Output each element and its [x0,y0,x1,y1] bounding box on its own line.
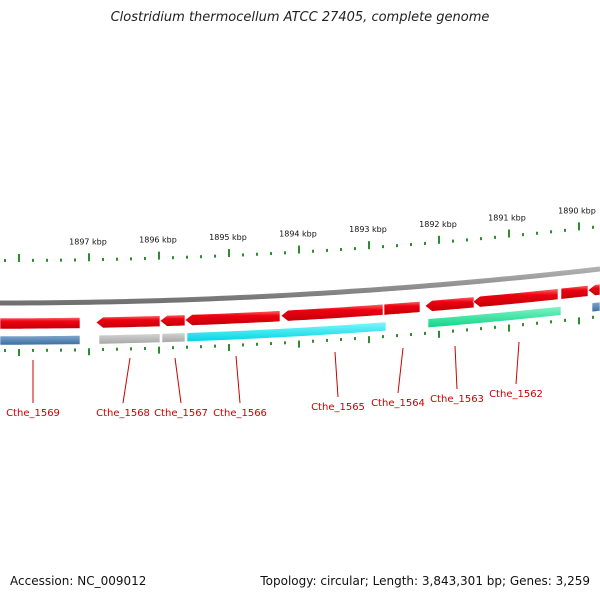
map-title: Clostridium thermocellum ATCC 27405, com… [110,10,490,25]
gene-label: Cthe_1562 [489,389,543,400]
kbp-label: 1896 kbp [139,236,177,245]
kbp-label: 1891 kbp [488,214,526,223]
cog-band [591,301,600,313]
genome-summary-text: Topology: circular; Length: 3,843,301 bp… [260,574,590,588]
kbp-label: 1895 kbp [209,233,247,242]
kbp-label: 1890 kbp [558,207,596,216]
kbp-label: 1897 kbp [69,237,107,246]
gene-label: Cthe_1563 [430,394,484,405]
gene-label: Cthe_1568 [96,408,150,419]
gene-arrow [560,284,589,300]
gene-leader-line [454,345,458,390]
gene-leader-line [174,357,182,404]
gene-arrow [184,310,281,326]
gene-label: Cthe_1565 [311,402,365,413]
gene-leader-line [122,357,131,404]
cog-band [161,332,186,343]
gene-label: Cthe_1566 [213,408,267,419]
cog-band [427,305,562,329]
gene-arrow [159,314,186,327]
gene-label: Cthe_1567 [154,408,208,419]
cog-band [0,335,81,346]
gene-leader-line [334,351,339,398]
gene-arrow [0,317,81,330]
genome-backbone [0,266,600,306]
gene-leader-line [397,347,404,394]
cog-band [98,333,161,345]
gene-leader-line [235,355,241,404]
gene-arrow [95,315,161,329]
cog-band [186,321,387,343]
gene-label: Cthe_1564 [371,398,425,409]
accession-text: Accession: NC_009012 [10,574,147,588]
kbp-label: 1894 kbp [279,230,317,239]
gene-arrow [587,283,600,296]
gene-arrow [424,296,475,312]
gene-arrow [280,303,384,322]
kbp-label: 1893 kbp [349,225,387,234]
gene-arrow [472,288,559,308]
gene-label: Cthe_1569 [6,408,60,419]
gene-leader-line [515,341,520,385]
gene-arrow [383,300,421,316]
kbp-label: 1892 kbp [419,220,457,229]
